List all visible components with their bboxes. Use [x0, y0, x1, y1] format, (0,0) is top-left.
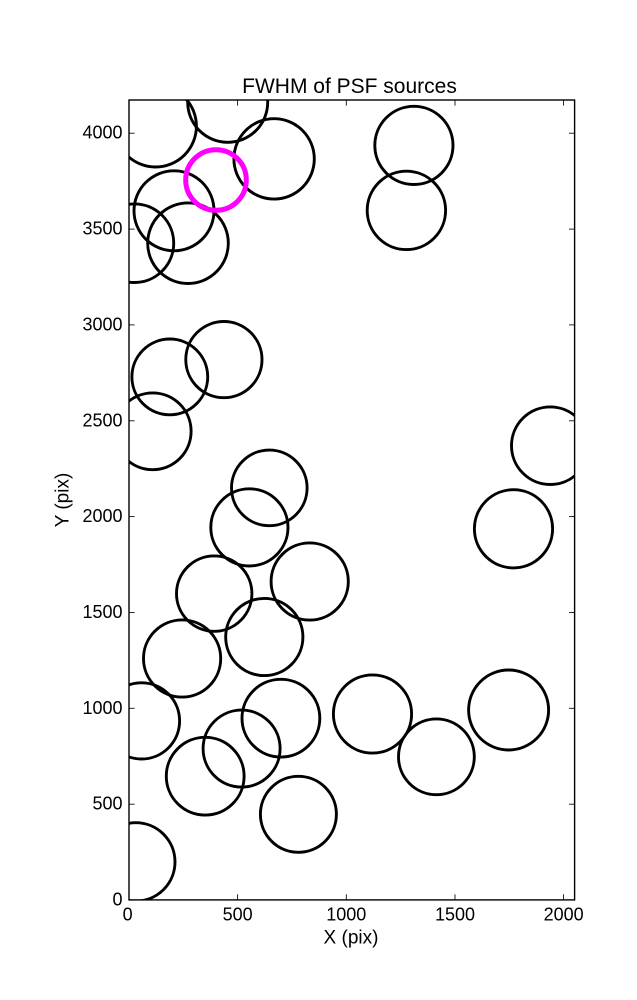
svg-text:2000: 2000: [82, 506, 122, 526]
svg-text:3500: 3500: [82, 219, 122, 239]
svg-text:Y (pix): Y (pix): [53, 473, 74, 528]
svg-text:2500: 2500: [82, 410, 122, 430]
svg-text:FWHM of PSF sources: FWHM of PSF sources: [242, 75, 457, 98]
svg-text:0: 0: [123, 904, 133, 924]
svg-text:0: 0: [112, 889, 122, 909]
svg-text:1000: 1000: [82, 698, 122, 718]
svg-text:2000: 2000: [544, 904, 584, 924]
svg-text:1000: 1000: [326, 904, 366, 924]
svg-text:X (pix): X (pix): [324, 928, 379, 949]
svg-text:500: 500: [223, 904, 253, 924]
svg-text:1500: 1500: [82, 602, 122, 622]
svg-text:1500: 1500: [435, 904, 475, 924]
svg-text:500: 500: [92, 794, 122, 814]
svg-text:3000: 3000: [82, 314, 122, 334]
svg-text:4000: 4000: [82, 123, 122, 143]
